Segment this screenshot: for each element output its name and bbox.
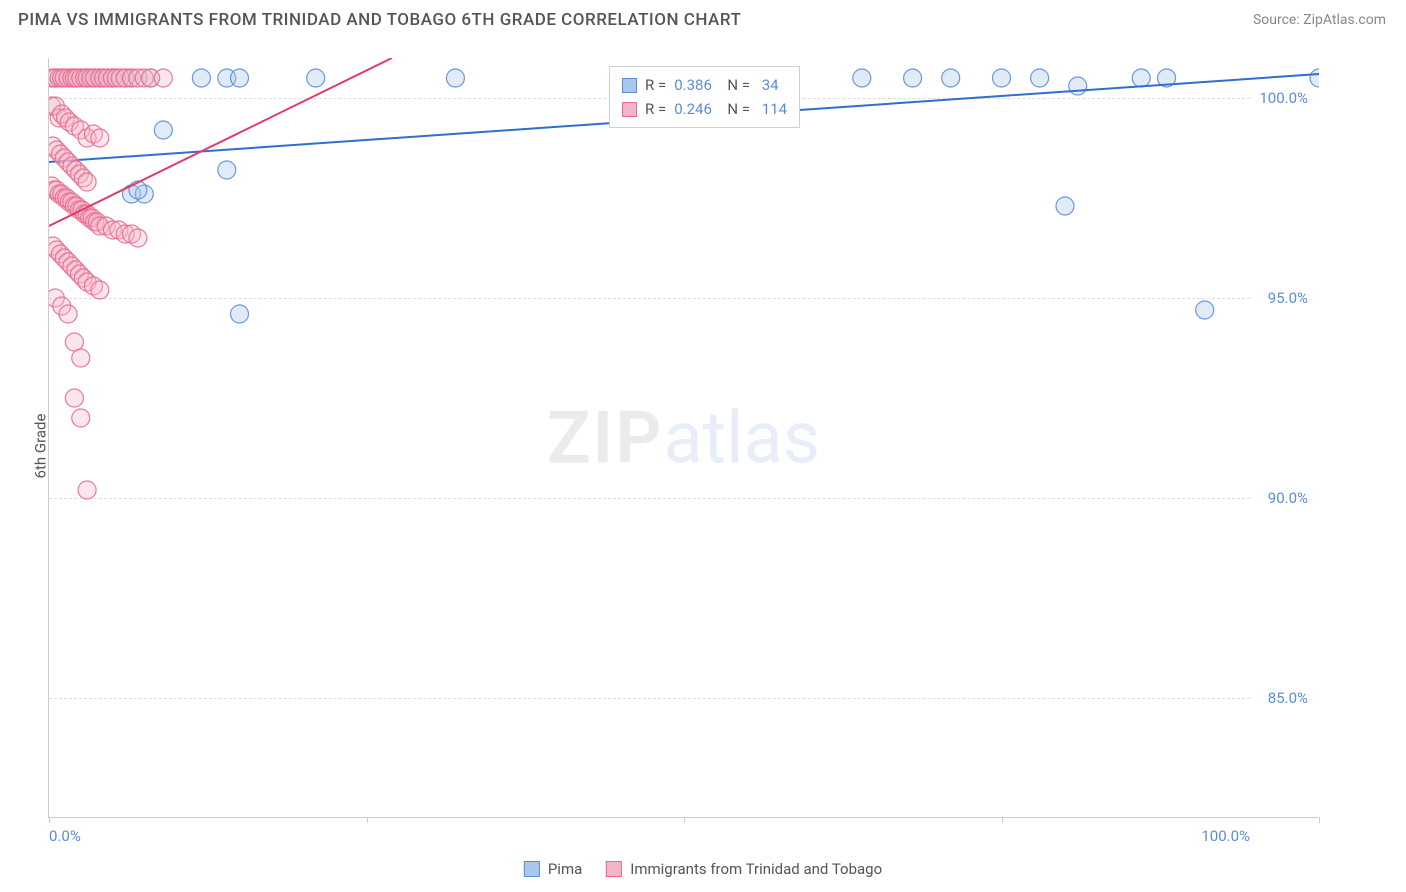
chart-header: PIMA VS IMMIGRANTS FROM TRINIDAD AND TOB… — [0, 0, 1406, 38]
legend-swatch — [606, 861, 622, 877]
chart-title: PIMA VS IMMIGRANTS FROM TRINIDAD AND TOB… — [18, 10, 741, 30]
scatter-point — [192, 69, 210, 87]
scatter-point — [942, 69, 960, 87]
scatter-point — [218, 161, 236, 179]
scatter-point — [1132, 69, 1150, 87]
scatter-point — [65, 333, 83, 351]
stat-r-label: R = — [645, 97, 666, 121]
legend-item: Immigrants from Trinidad and Tobago — [606, 860, 882, 878]
legend-label: Pima — [548, 860, 582, 878]
stat-n-label: N = — [720, 97, 750, 121]
scatter-point — [72, 349, 90, 367]
scatter-point — [154, 121, 172, 139]
legend-label: Immigrants from Trinidad and Tobago — [630, 860, 882, 878]
scatter-point — [1310, 69, 1319, 87]
scatter-point — [1069, 77, 1087, 95]
scatter-point — [154, 69, 172, 87]
x-tick-min: 0.0% — [49, 827, 81, 845]
scatter-point — [1196, 301, 1214, 319]
chart-container: ZIPatlas R = 0.386 N = 34R = 0.246 N = 1… — [48, 58, 1386, 842]
chart-source: Source: ZipAtlas.com — [1253, 12, 1386, 28]
stat-n-value: 114 — [758, 97, 787, 121]
scatter-point — [307, 69, 325, 87]
bottom-legend: Pima Immigrants from Trinidad and Tobago — [524, 860, 882, 878]
stat-r-label: R = — [645, 73, 666, 97]
stat-r-value: 0.246 — [674, 97, 712, 121]
stat-n-label: N = — [720, 73, 750, 97]
scatter-point — [78, 481, 96, 499]
stats-legend-box: R = 0.386 N = 34R = 0.246 N = 114 — [609, 66, 800, 128]
stat-r-value: 0.386 — [674, 73, 712, 97]
stat-n-value: 34 — [758, 73, 779, 97]
scatter-point — [129, 181, 147, 199]
legend-swatch — [524, 861, 540, 877]
scatter-point — [1056, 197, 1074, 215]
scatter-point — [91, 129, 109, 147]
scatter-point — [904, 69, 922, 87]
x-tick — [1319, 817, 1320, 823]
stats-swatch — [622, 102, 637, 117]
plot-area: ZIPatlas R = 0.386 N = 34R = 0.246 N = 1… — [48, 58, 1318, 818]
scatter-point — [72, 409, 90, 427]
scatter-point — [993, 69, 1011, 87]
scatter-point — [78, 173, 96, 191]
chart-svg — [49, 58, 1319, 818]
y-axis-label: 6th Grade — [31, 414, 49, 479]
scatter-point — [853, 69, 871, 87]
scatter-point — [231, 69, 249, 87]
scatter-point — [91, 281, 109, 299]
scatter-point — [231, 305, 249, 323]
scatter-point — [65, 389, 83, 407]
scatter-point — [446, 69, 464, 87]
stats-swatch — [622, 78, 637, 93]
stats-row: R = 0.386 N = 34 — [622, 73, 787, 97]
scatter-point — [59, 305, 77, 323]
scatter-point — [1031, 69, 1049, 87]
x-tick-max: 100.0% — [1201, 827, 1250, 845]
stats-row: R = 0.246 N = 114 — [622, 97, 787, 121]
scatter-point — [129, 229, 147, 247]
legend-item: Pima — [524, 860, 582, 878]
